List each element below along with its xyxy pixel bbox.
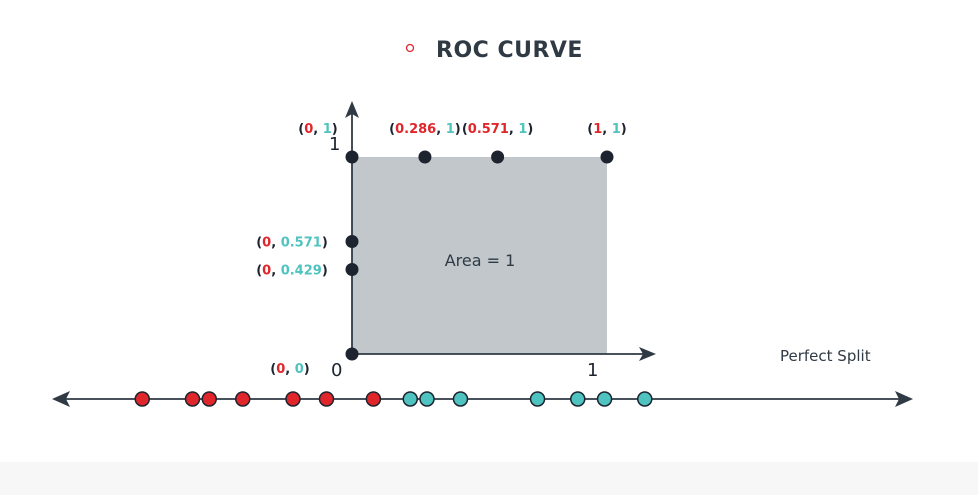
teal-point-3 bbox=[529, 391, 546, 407]
roc-point-4 bbox=[418, 150, 432, 164]
y-axis-arrow-icon bbox=[345, 101, 359, 118]
roc-point-6 bbox=[600, 150, 614, 164]
number-line-right-arrow-icon bbox=[895, 391, 913, 407]
axis-x-one-label: 1 bbox=[587, 360, 598, 381]
area-under-curve bbox=[352, 157, 607, 354]
red-point-2 bbox=[201, 391, 217, 407]
roc-point-label-1: (0, 0.571) bbox=[256, 236, 328, 251]
roc-point-label-5: (0.571, 1) bbox=[462, 122, 534, 137]
teal-point-4 bbox=[570, 391, 586, 407]
roc-point-label-3: (0, 1) bbox=[298, 122, 337, 137]
red-point-4 bbox=[285, 391, 301, 407]
perfect-split-label: Perfect Split bbox=[780, 347, 871, 365]
number-line-left-arrow-icon bbox=[52, 391, 70, 407]
axis-y-one-label: 1 bbox=[329, 134, 340, 155]
roc-point-0 bbox=[345, 347, 359, 361]
red-point-6 bbox=[365, 391, 382, 407]
teal-point-2 bbox=[452, 391, 469, 407]
roc-point-label-6: (1, 1) bbox=[587, 122, 626, 137]
roc-point-label-2: (0, 0.429) bbox=[256, 263, 328, 278]
page-title: ROC CURVE bbox=[436, 38, 583, 63]
x-axis-arrow-icon bbox=[639, 347, 656, 361]
roc-point-5 bbox=[491, 150, 505, 164]
roc-point-2 bbox=[345, 262, 359, 276]
red-point-0 bbox=[134, 391, 150, 407]
red-point-1 bbox=[184, 391, 201, 407]
red-point-5 bbox=[318, 391, 335, 407]
roc-point-label-0: (0, 0) bbox=[270, 362, 309, 377]
title-bullet-icon bbox=[405, 43, 415, 53]
teal-point-5 bbox=[596, 391, 613, 407]
footer-band bbox=[0, 462, 978, 495]
teal-point-6 bbox=[637, 391, 653, 407]
roc-point-3 bbox=[345, 150, 359, 164]
axis-origin-label: 0 bbox=[331, 360, 342, 381]
number-line-points bbox=[134, 391, 653, 407]
red-point-3 bbox=[235, 391, 251, 407]
roc-point-label-4: (0.286, 1) bbox=[389, 122, 461, 137]
teal-point-1 bbox=[419, 391, 435, 407]
roc-points: (0, 0) (0, 0.571) (0, 0.429) (0, 1) (0.286, … bbox=[256, 122, 627, 377]
teal-point-0 bbox=[402, 391, 418, 407]
roc-point-1 bbox=[345, 235, 359, 249]
area-label: Area = 1 bbox=[445, 251, 516, 270]
